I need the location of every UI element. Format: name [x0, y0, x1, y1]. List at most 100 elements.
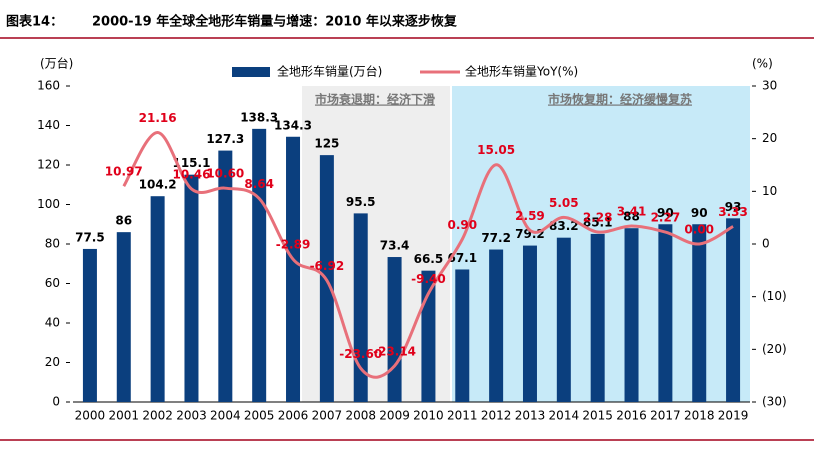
bar-label: 79.2 — [515, 227, 545, 241]
y2-axis-unit: (%) — [752, 57, 773, 71]
x-tick-label: 2004 — [210, 409, 241, 423]
x-tick-label: 2009 — [379, 409, 410, 423]
line-label: 5.05 — [549, 196, 579, 210]
bar — [489, 249, 504, 402]
bar-label: 93 — [725, 200, 742, 214]
line — [122, 131, 734, 379]
bar-label: 125 — [314, 137, 339, 151]
line-label: -23.60 — [339, 347, 382, 361]
x-tick-label: 2005 — [244, 409, 275, 423]
y-tick-label: 80 — [45, 237, 60, 251]
x-tick-label: 2001 — [109, 409, 140, 423]
bar-label: 134.3 — [274, 118, 312, 132]
x-tick-label: 2003 — [176, 409, 207, 423]
legend-label: 全地形车销量YoY(%) — [465, 64, 578, 79]
legend-label: 全地形车销量(万台) — [277, 64, 382, 79]
bar — [184, 174, 199, 402]
x-tick-label: 2000 — [75, 409, 106, 423]
line-label: 2.27 — [651, 211, 681, 225]
x-tick-label: 2017 — [650, 409, 681, 423]
x-tick-label: 2008 — [345, 409, 376, 423]
x-tick-label: 2002 — [142, 409, 173, 423]
bar — [624, 228, 639, 402]
y2-tick-label: 10 — [762, 184, 777, 198]
bar — [252, 128, 267, 403]
x-tick-label: 2016 — [616, 409, 647, 423]
bar — [353, 213, 368, 402]
y2-tick-label: (30) — [762, 395, 787, 409]
bar-label: 90 — [657, 206, 674, 220]
line-label: 2.28 — [583, 210, 613, 224]
annotation: 市场衰退期：经济下滑 — [315, 92, 435, 107]
legend-swatch — [232, 67, 270, 77]
x-tick-label: 2012 — [481, 409, 512, 423]
y-tick-label: 0 — [52, 395, 60, 409]
bar-label: 77.5 — [75, 230, 105, 244]
bar — [522, 245, 537, 402]
y-tick-label: 120 — [37, 158, 60, 172]
annotation: 市场恢复期：经济缓慢复苏 — [548, 92, 692, 107]
bar-label: 138.3 — [240, 110, 278, 124]
bar — [421, 270, 436, 402]
bar — [658, 224, 673, 402]
bar — [218, 150, 233, 402]
x-tick-label: 2007 — [312, 409, 343, 423]
bar-label: 73.4 — [380, 239, 410, 253]
line-label: 15.05 — [477, 143, 515, 157]
x-tick-label: 2014 — [549, 409, 580, 423]
bar — [726, 218, 741, 402]
x-tick-label: 2019 — [718, 409, 749, 423]
line-label: 21.16 — [139, 111, 177, 125]
bar — [455, 269, 470, 402]
line-label: -2.89 — [276, 238, 311, 252]
y-tick-label: 20 — [45, 355, 60, 369]
line-label: -23.14 — [373, 344, 416, 358]
bar-label: 90 — [691, 206, 708, 220]
line-label: -9.40 — [411, 272, 446, 286]
bar — [692, 224, 707, 402]
figure-label: 图表14： — [6, 14, 63, 30]
chart-title: 2000-19 年全球全地形车销量与增速：2010 年以来逐步恢复 — [92, 14, 458, 30]
line-label: 2.59 — [515, 209, 545, 223]
y-tick-label: 140 — [37, 118, 60, 132]
bar-label: 127.3 — [206, 132, 244, 146]
bar-label: 86 — [115, 214, 132, 228]
bar-label: 83.2 — [549, 219, 579, 233]
bar — [590, 233, 605, 402]
line-label: 10.97 — [105, 165, 143, 179]
bar-label: 77.2 — [481, 231, 511, 245]
x-tick-label: 2018 — [684, 409, 715, 423]
bar — [150, 196, 165, 402]
line-label: 0.00 — [684, 223, 714, 237]
x-tick-label: 2013 — [515, 409, 546, 423]
bar — [387, 257, 402, 402]
y-tick-label: 40 — [45, 316, 60, 330]
line-label: 8.64 — [244, 177, 274, 191]
y2-tick-label: 20 — [762, 131, 777, 145]
line-label: 10.46 — [172, 167, 210, 181]
bar-label: 95.5 — [346, 195, 376, 209]
y2-tick-label: (10) — [762, 289, 787, 303]
bar-label: 104.2 — [139, 178, 177, 192]
y-tick-label: 160 — [37, 79, 60, 93]
bar-label: 88 — [623, 210, 640, 224]
y-axis-unit: (万台) — [40, 56, 73, 71]
y-tick-label: 100 — [37, 197, 60, 211]
y2-tick-label: (20) — [762, 342, 787, 356]
bar — [116, 232, 131, 402]
y2-tick-label: 30 — [762, 79, 777, 93]
line-label: 10.60 — [206, 167, 244, 181]
y-tick-label: 60 — [45, 276, 60, 290]
line-label: -6.92 — [310, 259, 345, 273]
y2-tick-label: 0 — [762, 237, 770, 251]
bar-label: 115.1 — [172, 156, 210, 170]
line-label: 0.90 — [447, 218, 477, 232]
x-tick-label: 2010 — [413, 409, 444, 423]
bar — [556, 237, 571, 402]
bar — [286, 136, 301, 402]
x-tick-label: 2015 — [582, 409, 613, 423]
bar — [82, 248, 97, 402]
bar-label: 66.5 — [414, 252, 444, 266]
